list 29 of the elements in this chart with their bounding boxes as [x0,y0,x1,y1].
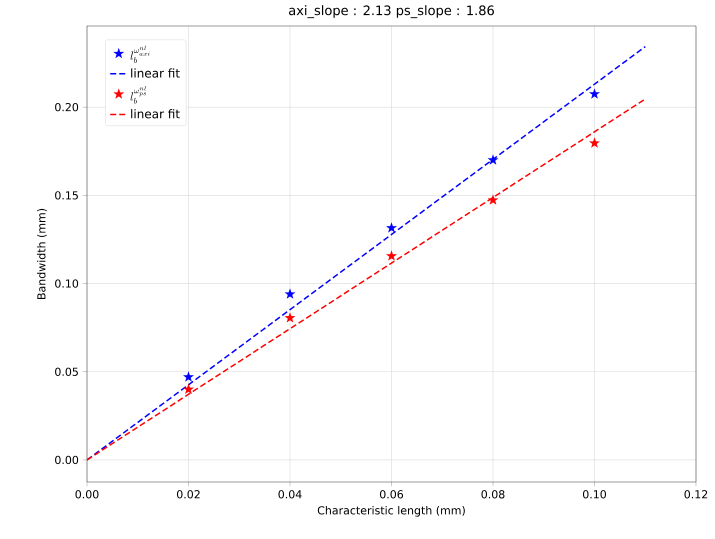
point [488,154,498,164]
point [183,384,194,394]
legend-label: linear fit [131,68,180,78]
x-axis-title: Characteristic length (mm) [318,506,465,517]
x-tick-label: 0.12 [684,490,708,498]
x-tick-label: 0.00 [75,490,99,498]
chart-title: axi_slope : 2.13 ps_slope : 1.86 [289,5,494,18]
point [386,222,397,232]
x-tick-label: 0.04 [278,490,302,498]
point [488,194,498,204]
y-tick-label: 0.10 [55,279,78,288]
y-tick-label: 0.00 [55,456,78,464]
legend-label: $l_b^{\omega_{ps}^{nl}}$ [130,86,146,104]
x-tick-label: 0.10 [582,490,606,498]
x-tick-label: 0.06 [380,490,404,498]
x-tick-label: 0.08 [481,490,504,498]
legend-label: $l_b^{\omega_{axi}^{nl}}$ [130,46,150,63]
point [284,288,296,298]
point [590,138,600,148]
y-tick-label: 0.05 [55,368,78,376]
y-axis-title: Bandwidth (mm) [37,208,47,299]
point [386,250,397,260]
point [183,372,194,382]
legend-label: linear fit [131,109,180,118]
x-tick-label: 0.02 [176,490,200,498]
y-tick-label: 0.20 [55,102,78,112]
point [284,312,296,322]
point [590,88,600,98]
y-tick-label: 0.15 [55,191,78,200]
